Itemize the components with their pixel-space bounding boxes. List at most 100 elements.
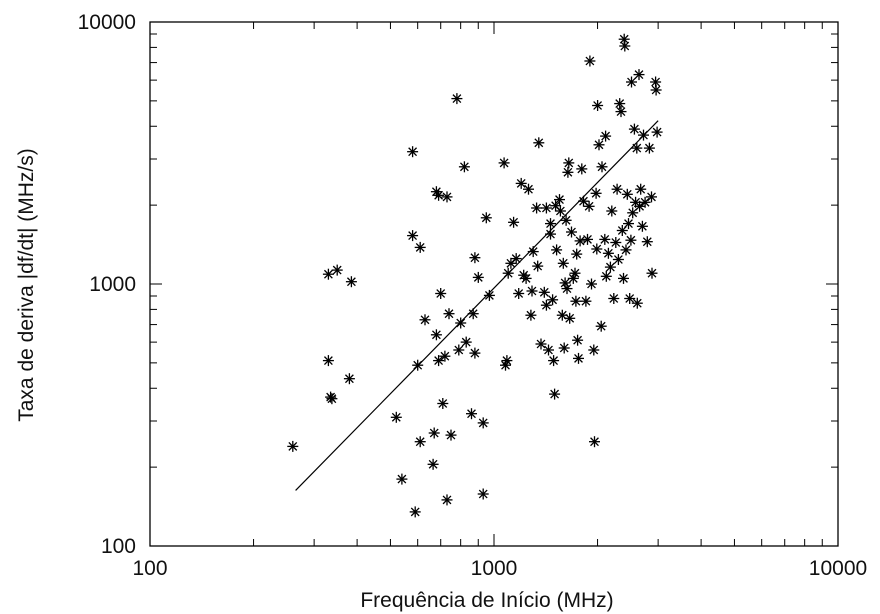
data-point	[428, 427, 440, 439]
data-point	[458, 161, 470, 173]
data-point	[571, 248, 583, 260]
data-point	[326, 393, 338, 405]
data-point	[643, 142, 655, 154]
data-point	[584, 55, 596, 67]
data-point	[527, 246, 539, 258]
data-point	[554, 205, 566, 217]
data-point	[611, 183, 623, 195]
data-point	[614, 98, 626, 110]
data-point	[573, 352, 584, 364]
data-point	[455, 317, 467, 329]
data-point	[441, 191, 453, 203]
x-axis-ticks: 100 1000 10000	[132, 22, 867, 580]
data-point	[445, 429, 457, 441]
data-point	[582, 233, 593, 245]
data-point	[615, 106, 627, 118]
data-point	[561, 283, 573, 295]
data-point	[628, 123, 640, 135]
data-point	[636, 220, 648, 232]
data-point	[600, 270, 612, 282]
data-point	[498, 157, 510, 169]
data-point	[467, 308, 479, 320]
data-point	[345, 276, 357, 288]
data-point	[525, 309, 537, 321]
data-point	[574, 235, 586, 247]
data-point	[412, 359, 424, 371]
data-point	[626, 76, 637, 88]
data-point	[593, 139, 605, 151]
data-point	[639, 196, 651, 208]
data-point	[433, 355, 445, 367]
data-point	[547, 294, 559, 306]
data-point	[646, 267, 658, 279]
data-point	[621, 188, 633, 200]
data-point	[472, 271, 484, 283]
data-point	[322, 268, 334, 280]
data-point	[595, 320, 607, 332]
data-point	[619, 40, 631, 52]
data-point	[437, 398, 449, 409]
data-point	[635, 183, 647, 195]
data-point	[501, 355, 513, 367]
fit-line	[295, 120, 659, 491]
data-point	[591, 243, 603, 255]
data-point	[566, 226, 577, 238]
data-point	[586, 278, 597, 290]
plot-area	[287, 33, 663, 518]
y-tick-label: 100	[101, 535, 136, 558]
data-point	[641, 236, 653, 248]
data-point	[576, 163, 588, 175]
data-point	[480, 212, 492, 224]
data-point	[620, 244, 632, 256]
data-point	[627, 207, 639, 219]
x-tick-label: 1000	[471, 557, 518, 580]
data-point	[538, 286, 550, 298]
data-point	[460, 336, 472, 348]
data-point	[526, 285, 538, 297]
data-point	[515, 177, 527, 189]
data-point	[548, 355, 560, 367]
data-point	[592, 100, 604, 111]
data-point	[625, 234, 637, 246]
data-point	[650, 76, 662, 88]
data-point	[287, 440, 299, 452]
data-point	[608, 293, 620, 304]
data-point	[523, 183, 534, 195]
data-point	[427, 458, 439, 470]
data-point	[532, 260, 544, 272]
data-point	[551, 244, 563, 256]
data-point	[646, 191, 657, 203]
data-point	[651, 126, 663, 138]
data-point	[533, 137, 545, 149]
data-point	[557, 257, 569, 269]
data-point	[390, 411, 402, 423]
data-point	[558, 342, 570, 354]
data-point	[563, 157, 575, 169]
data-point	[545, 218, 556, 230]
data-point	[588, 344, 600, 356]
data-point	[414, 241, 426, 253]
data-point	[543, 344, 554, 356]
x-tick-label: 10000	[809, 557, 867, 580]
data-point	[599, 233, 611, 245]
data-point	[564, 312, 576, 324]
data-point	[604, 261, 616, 273]
data-point	[612, 254, 624, 265]
data-point	[583, 200, 595, 212]
y-axis-ticks: 100 1000 10000	[78, 11, 838, 558]
data-point	[631, 297, 643, 309]
data-point	[589, 436, 600, 448]
data-point	[610, 237, 622, 248]
data-point	[477, 488, 489, 500]
x-tick-label: 100	[132, 557, 167, 580]
data-point	[549, 388, 561, 400]
data-point	[572, 334, 584, 346]
data-point	[451, 93, 463, 105]
data-point	[590, 187, 602, 199]
data-point	[650, 84, 662, 96]
data-point	[562, 166, 574, 178]
data-point	[477, 417, 489, 429]
data-point	[469, 347, 481, 359]
data-point	[531, 202, 543, 214]
